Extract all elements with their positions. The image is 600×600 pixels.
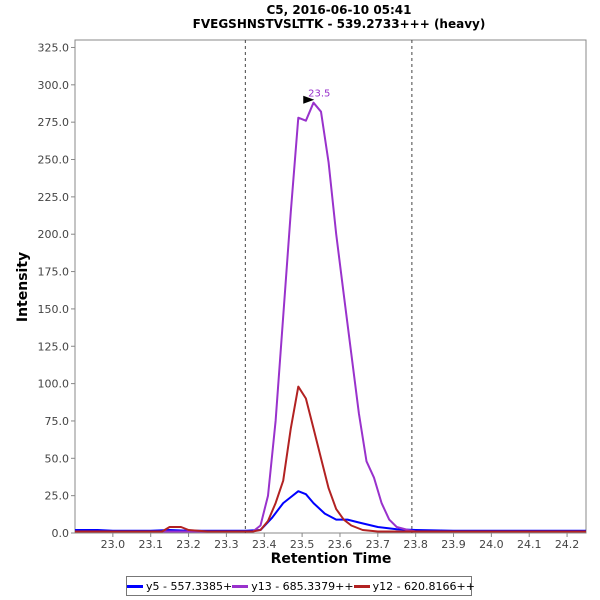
y-axis: 0.0 25.0 50.0 75.0 100.0 125.0 150.0 175.0 200.0…	[38, 41, 75, 540]
x-tick-label: 23.9	[441, 538, 466, 551]
legend-label-y12: y12 - 620.8166++	[372, 579, 475, 593]
legend-label-y5: y5 - 557.3385+	[146, 579, 233, 593]
legend-swatch-y12	[353, 584, 370, 588]
x-tick-label: 23.1	[138, 538, 163, 551]
x-axis-label: Retention Time	[271, 551, 392, 567]
peak-label: 23.5	[308, 89, 330, 100]
legend-item-y5: y5 - 557.3385+	[127, 580, 232, 593]
x-tick-label: 23.6	[328, 538, 353, 551]
x-tick-label: 23.7	[366, 538, 391, 551]
y-tick-label: 250.0	[38, 154, 70, 167]
legend-label-y13: y13 - 685.3379++	[251, 579, 354, 593]
x-tick-label: 23.0	[101, 538, 126, 551]
y-tick-label: 75.0	[45, 415, 70, 428]
series-line-y12	[75, 385, 586, 533]
legend-swatch-y5	[127, 584, 143, 588]
legend-swatch-y13	[232, 584, 249, 588]
y-axis-label: Intensity	[15, 252, 31, 322]
legend-item-y12: y12 - 620.8166++	[353, 579, 475, 593]
peak-marker-icon	[303, 95, 315, 104]
x-tick-label: 23.4	[252, 538, 277, 551]
y-tick-label: 50.0	[45, 452, 70, 465]
y-tick-label: 150.0	[38, 303, 70, 316]
y-tick-label: 125.0	[38, 340, 70, 353]
x-tick-label: 23.3	[214, 538, 239, 551]
plot-area	[74, 39, 587, 534]
x-tick-label: 24.1	[517, 538, 542, 551]
x-tick-label: 23.2	[176, 538, 201, 551]
y-tick-label: 0.0	[52, 527, 70, 540]
y-tick-label: 175.0	[38, 266, 70, 279]
x-tick-label: 24.0	[479, 538, 504, 551]
legend: y5 - 557.3385+ y13 - 685.3379++ y12 - 62…	[126, 576, 475, 596]
legend-item-y13: y13 - 685.3379++	[232, 579, 354, 593]
y-tick-label: 300.0	[38, 79, 70, 92]
chart-svg: C5, 2016-06-10 05:41 FVEGSHNSTVSLTTK - 5…	[15, 3, 587, 567]
y-tick-label: 275.0	[38, 116, 70, 129]
series-lines	[75, 101, 586, 533]
y-tick-label: 100.0	[38, 378, 70, 391]
y-tick-label: 325.0	[38, 41, 70, 54]
y-tick-label: 25.0	[45, 490, 70, 503]
x-tick-label: 23.5	[290, 538, 315, 551]
x-tick-label: 24.2	[555, 538, 580, 551]
x-tick-label: 23.8	[403, 538, 428, 551]
y-tick-label: 200.0	[38, 228, 70, 241]
x-axis: 23.0 23.1 23.2 23.3 23.4 23.5 23.6 23.7 23.8 23.9…	[101, 533, 580, 551]
y-tick-label: 225.0	[38, 191, 70, 204]
chart-subtitle: FVEGSHNSTVSLTTK - 539.2733+++ (heavy)	[193, 17, 486, 31]
chart-title: C5, 2016-06-10 05:41	[266, 3, 411, 17]
peak-annotation: 23.5	[303, 89, 330, 104]
integration-bounds	[244, 40, 413, 533]
